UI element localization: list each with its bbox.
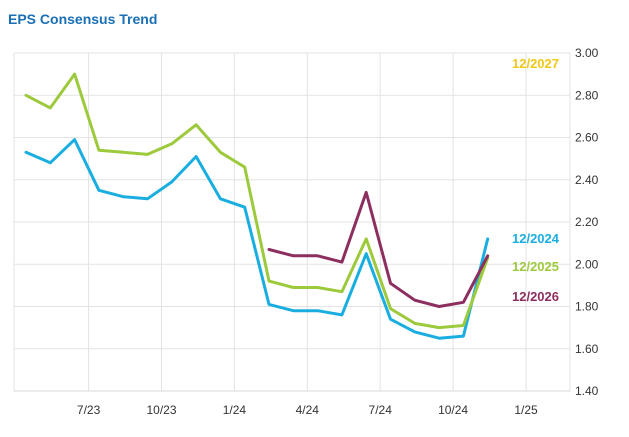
chart-title: EPS Consensus Trend: [8, 11, 158, 27]
series-line-12-2026: [267, 190, 490, 308]
y-tick-label: 1.80: [575, 300, 599, 314]
y-tick-label: 3.00: [575, 46, 599, 60]
x-tick-label: 1/25: [514, 403, 538, 417]
y-tick-label: 2.40: [575, 173, 599, 187]
series-label-12-2026: 12/2026: [512, 289, 559, 304]
x-tick-label: 1/24: [223, 403, 247, 417]
series-line-12-2024: [24, 138, 490, 340]
x-tick-label: 7/24: [369, 403, 393, 417]
series-layer: [24, 72, 490, 340]
label-layer: 12/2027 12/2024 12/2025 12/2026: [512, 56, 560, 304]
y-tick-label: 2.00: [575, 257, 599, 271]
series-label-12-2025: 12/2025: [512, 259, 559, 274]
y-tick-label: 2.60: [575, 131, 599, 145]
tick-layer: 1.40 1.60 1.80 2.00 2.20 2.40 2.60 2.80 3.00 7/23…: [77, 46, 599, 417]
y-tick-label: 2.20: [575, 215, 599, 229]
y-tick-label: 1.60: [575, 342, 599, 356]
y-tick-label: 2.80: [575, 88, 599, 102]
series-label-12-2027: 12/2027: [512, 56, 559, 71]
series-label-12-2024: 12/2024: [512, 231, 560, 246]
series-line-12-2025: [24, 72, 490, 330]
grid-layer: [13, 52, 571, 392]
x-tick-label: 7/23: [77, 403, 101, 417]
x-tick-label: 10/23: [146, 403, 176, 417]
x-tick-label: 10/24: [438, 403, 468, 417]
x-tick-label: 4/24: [296, 403, 320, 417]
y-tick-label: 1.40: [575, 384, 599, 398]
